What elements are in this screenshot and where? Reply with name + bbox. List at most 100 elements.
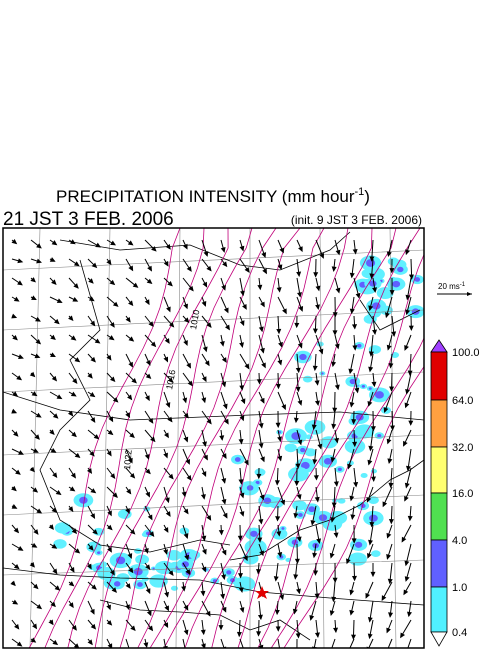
wind-arrowhead (165, 593, 168, 597)
wind-arrowhead (146, 455, 149, 459)
wind-arrowhead (91, 322, 95, 326)
colorbar (431, 340, 447, 646)
wind-arrowhead (297, 634, 300, 638)
rain-cell (320, 436, 337, 448)
wind-arrowhead (57, 395, 61, 398)
wind-arrowhead (336, 385, 339, 389)
wind-arrowhead (298, 495, 301, 499)
wind-arrowhead (126, 413, 129, 417)
wind-arrowhead (88, 469, 92, 473)
wind-arrowhead (316, 498, 319, 502)
wind-arrowhead (314, 329, 317, 333)
colorbar-bin (431, 587, 447, 632)
wind-arrowhead (261, 302, 264, 306)
wind-arrowhead (241, 416, 244, 420)
wind-arrowhead (372, 477, 375, 481)
wind-arrowhead (350, 403, 353, 407)
wind-arrowhead (389, 483, 393, 487)
rain-core (369, 515, 378, 522)
wind-arrowhead (259, 444, 262, 448)
wind-arrowhead (245, 364, 248, 368)
wind-arrowhead (406, 390, 409, 394)
wind-arrowhead (223, 551, 226, 555)
wind-arrowhead (330, 554, 333, 558)
wind-arrowhead (336, 288, 339, 292)
location-marker (255, 586, 269, 599)
wind-arrowhead (222, 286, 225, 290)
wind-arrowhead (313, 553, 316, 557)
wind-arrowhead (107, 356, 110, 360)
rain-core (362, 385, 365, 388)
wind-arrowhead (148, 611, 151, 615)
wind-arrowhead (204, 347, 207, 351)
wind-arrowhead (257, 570, 260, 574)
wind-arrowhead (409, 516, 412, 520)
wind-arrowhead (49, 620, 53, 624)
vector-scale: 20 ms-1 (437, 282, 472, 296)
wind-arrowhead (12, 505, 16, 508)
rain-core (375, 391, 384, 398)
wind-arrowhead (165, 433, 168, 437)
wind-arrowhead (221, 594, 224, 598)
wind-arrowhead (203, 283, 206, 287)
wind-arrowhead (320, 254, 323, 258)
title: PRECIPITATION INTENSITY (mm hour-1) (56, 186, 370, 206)
colorbar-label: 0.4 (452, 627, 467, 639)
wind-arrowhead (127, 318, 131, 322)
wind-arrowhead (337, 250, 340, 254)
wind-arrowhead (165, 528, 168, 532)
rain-core (300, 448, 305, 452)
rain-core (397, 267, 403, 272)
wind-arrowhead (387, 346, 390, 350)
wind-arrowhead (298, 401, 301, 405)
rain-core (281, 527, 284, 530)
wind-arrowhead (222, 382, 225, 386)
wind-arrowhead (277, 384, 280, 388)
wind-arrowhead (225, 420, 228, 424)
wind-arrowhead (402, 538, 405, 542)
wind-arrowhead (351, 515, 354, 519)
wind-arrowhead (257, 474, 260, 478)
wind-arrowhead (295, 481, 299, 485)
wind-arrowhead (382, 596, 385, 600)
wind-arrowhead (53, 569, 56, 573)
wind-arrowhead (277, 627, 280, 631)
rain-core (250, 531, 257, 537)
wind-arrowhead (263, 269, 266, 273)
wind-arrowhead (165, 606, 168, 610)
colorbar-bin (431, 400, 447, 447)
scale-arrowhead (467, 292, 472, 296)
wind-arrowhead (311, 521, 314, 525)
wind-arrowhead (369, 634, 372, 638)
rain-cell (288, 467, 309, 482)
wind-arrowhead (357, 294, 360, 298)
wind-arrowhead (369, 540, 372, 544)
rain-core (79, 497, 87, 504)
wind-arrowhead (406, 483, 409, 487)
wind-arrowhead (127, 584, 131, 588)
wind-arrowhead (368, 554, 371, 558)
wind-arrowhead (278, 361, 281, 365)
wind-arrowhead (51, 258, 55, 261)
wind-arrowhead (11, 582, 15, 586)
wind-arrowhead (389, 613, 392, 617)
rain-cell (285, 444, 297, 453)
wind-arrowhead (184, 304, 187, 308)
wind-arrowhead (75, 262, 79, 265)
wind-arrowhead (258, 285, 261, 289)
rain-core (338, 468, 342, 471)
wind-arrowhead (350, 611, 353, 615)
wind-arrowhead (184, 437, 187, 441)
wind-arrowhead (167, 512, 170, 516)
wind-arrowhead (296, 387, 299, 391)
wind-arrowhead (406, 250, 409, 254)
wind-arrowhead (401, 633, 404, 637)
scale-label: 20 ms-1 (438, 282, 466, 291)
wind-arrowhead (387, 439, 390, 443)
wind-arrowhead (203, 567, 206, 571)
colorbar-bin (431, 493, 447, 540)
wind-arrowhead (240, 493, 243, 497)
contour-label: 1016 (164, 369, 177, 390)
wind-arrowhead (316, 401, 319, 405)
wind-arrowhead (167, 307, 170, 311)
